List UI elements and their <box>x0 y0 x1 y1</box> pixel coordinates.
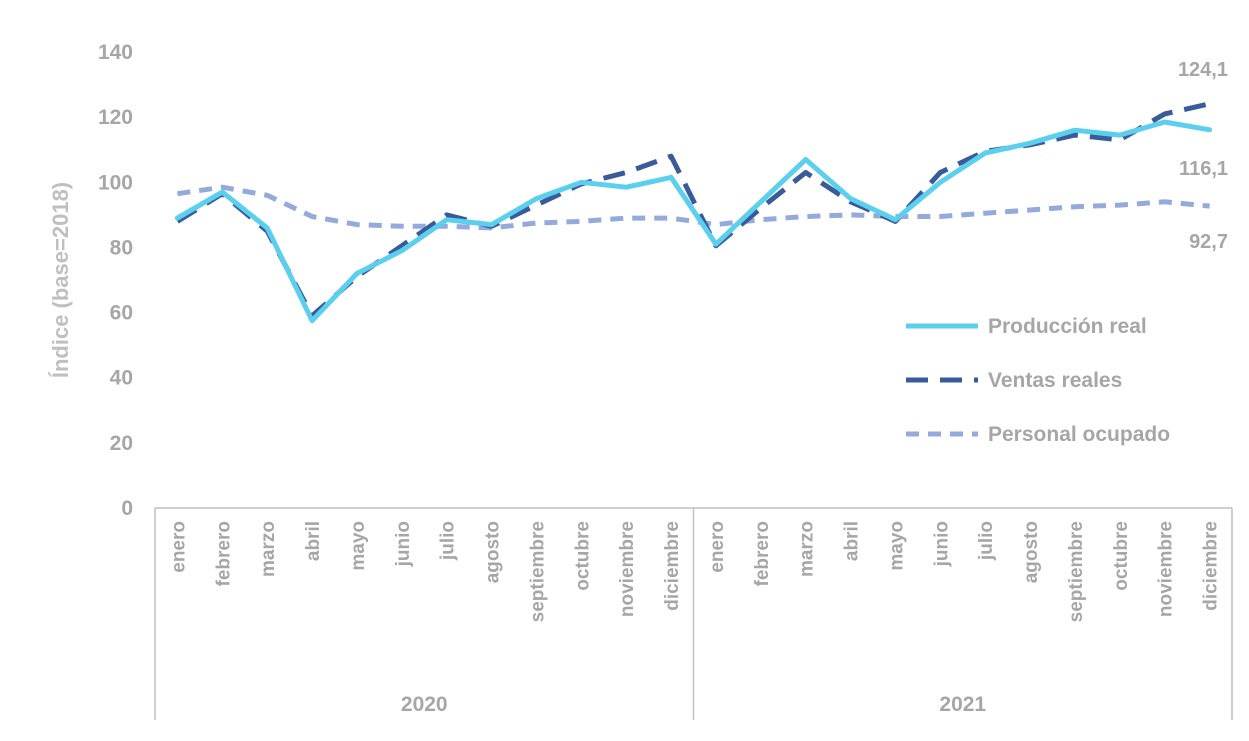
x-tick-label: julio <box>438 521 459 561</box>
annotation-layer: 124,1 116,1 92,7 <box>1178 59 1228 253</box>
legend-label: Ventas reales <box>988 369 1122 392</box>
x-tick-label: enero <box>707 521 728 573</box>
x-tick-label: marzo <box>797 521 818 577</box>
x-axis: enero febrero marzo abril mayo junio julio agos… <box>154 507 1233 720</box>
x-tick-label: febrero <box>213 521 234 586</box>
year-label: 2020 <box>401 693 448 716</box>
x-tick-label: junio <box>931 521 952 567</box>
x-tick-label: junio <box>393 521 414 567</box>
y-tick-label: 120 <box>98 106 133 129</box>
year-label: 2021 <box>939 693 986 716</box>
y-tick-label: 60 <box>110 302 133 325</box>
x-tick-label: noviembre <box>1156 521 1177 617</box>
x-tick-label: abril <box>842 521 863 561</box>
x-tick-label: mayo <box>886 521 907 571</box>
series-line-personal-ocupado <box>177 184 1210 231</box>
x-tick-label: enero <box>168 521 189 573</box>
series-layer <box>174 101 1213 324</box>
y-tick-label: 0 <box>121 497 133 520</box>
x-tick-label: octubre <box>572 521 593 591</box>
x-tick-label: mayo <box>348 521 369 571</box>
x-tick-label: agosto <box>1021 521 1042 583</box>
x-tick-label: febrero <box>752 521 773 586</box>
x-tick-label: septiembre <box>527 521 548 622</box>
x-tick-label: septiembre <box>1066 521 1087 622</box>
y-axis: 0 20 40 60 80 100 120 140 <box>98 41 133 520</box>
series-line-producci-n-real <box>174 119 1213 324</box>
legend: Producción real Ventas reales Personal ocu… <box>906 315 1170 446</box>
legend-label: Personal ocupado <box>988 423 1170 446</box>
data-label: 92,7 <box>1189 231 1228 253</box>
y-tick-label: 100 <box>98 171 133 194</box>
y-tick-label: 40 <box>110 367 133 390</box>
x-tick-label: diciembre <box>662 521 683 611</box>
y-tick-label: 20 <box>110 432 133 455</box>
x-tick-label: agosto <box>483 521 504 583</box>
x-tick-label: marzo <box>258 521 279 577</box>
data-label: 116,1 <box>1179 158 1228 180</box>
x-tick-label: abril <box>303 521 324 561</box>
x-tick-label: diciembre <box>1201 521 1222 611</box>
y-tick-label: 80 <box>110 236 133 259</box>
x-tick-label: octubre <box>1111 521 1132 591</box>
y-tick-label: 140 <box>98 41 133 64</box>
x-tick-label: noviembre <box>617 521 638 617</box>
data-label: 124,1 <box>1178 59 1228 81</box>
y-axis-title: Índice (base=2018) <box>48 182 73 378</box>
legend-label: Producción real <box>988 315 1147 338</box>
x-tick-label: julio <box>976 521 997 561</box>
